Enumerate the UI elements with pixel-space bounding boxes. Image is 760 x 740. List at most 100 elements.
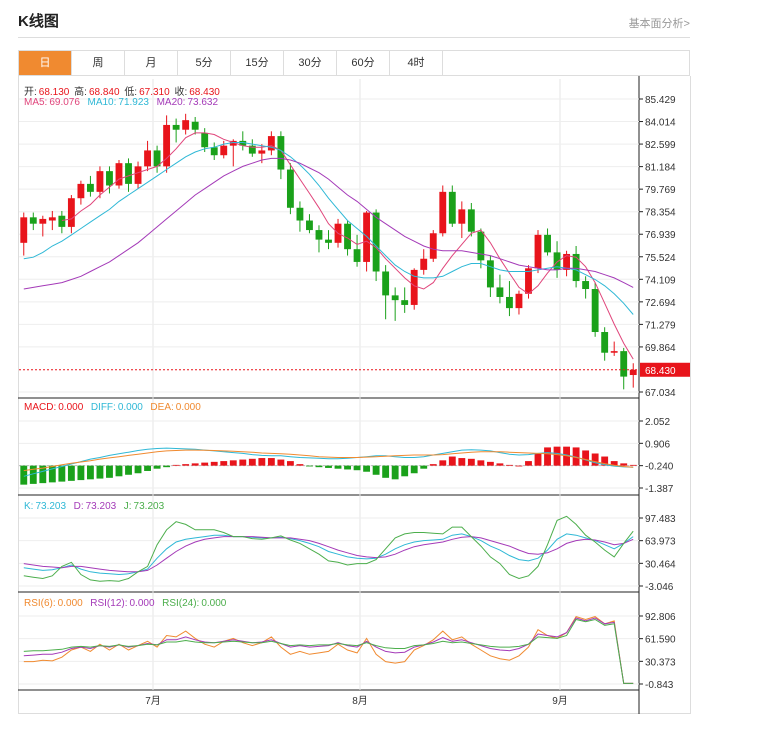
candle-body — [372, 212, 380, 272]
price-tick-label: 71.279 — [645, 320, 676, 331]
macd-bar — [439, 460, 447, 466]
fundamental-analysis-link[interactable]: 基本面分析> — [628, 18, 690, 30]
candle-body — [410, 269, 418, 305]
tab-15min[interactable]: 15分 — [231, 51, 284, 75]
candle-body — [201, 132, 209, 148]
candle-body — [248, 145, 256, 154]
macd-bar — [525, 461, 532, 466]
x-tick-label: 9月 — [552, 695, 568, 707]
indicator-tick-label: -0.843 — [645, 680, 674, 691]
rsi6-line — [23, 616, 634, 684]
ma5-value: 69.076 — [49, 97, 80, 108]
close-label: 收: — [174, 87, 188, 98]
macd-bar — [334, 465, 342, 469]
tab-30min[interactable]: 30分 — [284, 51, 337, 75]
rsi24-line — [23, 618, 634, 684]
macd-bar — [39, 465, 47, 484]
macd-legend: MACD: 0.000 DIFF: 0.000 DEA: 0.000 — [24, 402, 203, 413]
kdj-k-line — [23, 533, 634, 576]
candle-body — [163, 124, 171, 167]
candle-body — [134, 166, 142, 184]
macd-bar — [372, 465, 380, 475]
macd-bar — [582, 450, 590, 466]
indicator-tick-label: 0.906 — [645, 439, 670, 450]
last-price-label: 68.430 — [645, 366, 676, 377]
ma10-value: 71.923 — [118, 97, 149, 108]
macd-diff-line — [23, 447, 634, 477]
last-price-tag — [640, 362, 690, 377]
candle-body — [153, 150, 161, 167]
candle-body — [448, 191, 456, 224]
macd-bar — [610, 461, 618, 466]
candle-body — [258, 150, 266, 154]
macd-bar — [353, 465, 361, 471]
rsi12-label: RSI(12): — [90, 598, 128, 609]
macd-bar — [306, 465, 313, 467]
macd-bar — [239, 459, 247, 466]
period-tabs: 日 周 月 5分 15分 30分 60分 4时 — [18, 50, 690, 76]
candle-body — [20, 217, 28, 243]
tab-60min[interactable]: 60分 — [337, 51, 390, 75]
candle-body — [220, 145, 228, 156]
macd-bar — [391, 465, 399, 480]
candle-body — [48, 217, 56, 221]
macd-bar — [67, 465, 75, 481]
macd-bar — [572, 447, 580, 466]
tab-day[interactable]: 日 — [19, 51, 72, 75]
candle-body — [67, 198, 75, 227]
candle-body — [544, 234, 551, 253]
rsi-legend: RSI(6): 0.000 RSI(12): 0.000 RSI(24): 0.000 — [24, 598, 228, 609]
tab-week[interactable]: 周 — [72, 51, 125, 75]
macd-bar — [201, 462, 209, 466]
candle-body — [191, 121, 199, 130]
macd-bar — [486, 461, 494, 466]
candle-body — [420, 258, 428, 270]
price-tick-label: 69.864 — [645, 343, 676, 354]
price-tick-label: 81.184 — [645, 163, 676, 174]
macd-value: 0.000 — [58, 402, 84, 413]
macd-bar — [620, 463, 628, 466]
macd-bar — [420, 465, 428, 469]
macd-bar — [210, 461, 218, 466]
page-title: K线图 — [18, 13, 59, 30]
macd-bar — [182, 464, 190, 466]
price-tick-label: 79.769 — [645, 185, 676, 196]
price-tick-label: 67.034 — [645, 388, 676, 399]
macd-bar — [248, 458, 256, 466]
candle-body — [601, 332, 609, 353]
candle-body — [363, 212, 371, 262]
price-tick-label: 76.939 — [645, 230, 676, 241]
ma5-line — [61, 132, 634, 360]
macd-bar — [534, 453, 542, 466]
candle-body — [125, 163, 132, 184]
tab-5min[interactable]: 5分 — [178, 51, 231, 75]
ma20-line — [23, 157, 634, 290]
indicator-tick-label: 2.052 — [645, 417, 670, 428]
indicator-tick-label: 63.973 — [645, 537, 676, 548]
candle-body — [486, 260, 494, 288]
candle-body — [534, 234, 542, 269]
header-divider — [18, 37, 690, 38]
candle-body — [172, 124, 180, 130]
macd-label: MACD: — [24, 402, 57, 413]
price-tick-label: 82.599 — [645, 140, 676, 151]
macd-bar — [448, 456, 456, 466]
macd-bar — [258, 458, 266, 466]
tab-month[interactable]: 月 — [125, 51, 178, 75]
candle-body — [286, 169, 294, 208]
candle-body — [439, 191, 447, 234]
macd-bar — [115, 465, 123, 477]
ma10-label: MA10: — [87, 97, 117, 108]
kdj-j-line — [23, 515, 634, 582]
rsi6-label: RSI(6): — [24, 598, 56, 609]
macd-bar — [315, 465, 323, 468]
tab-4hour[interactable]: 4时 — [390, 51, 443, 75]
indicator-tick-label: 61.590 — [645, 635, 676, 646]
candle-body — [515, 293, 523, 309]
ma10-line — [23, 142, 634, 315]
low-value: 67.310 — [139, 87, 170, 98]
high-label: 高: — [74, 87, 87, 98]
high-value: 68.840 — [88, 87, 120, 98]
macd-bar — [172, 464, 180, 466]
